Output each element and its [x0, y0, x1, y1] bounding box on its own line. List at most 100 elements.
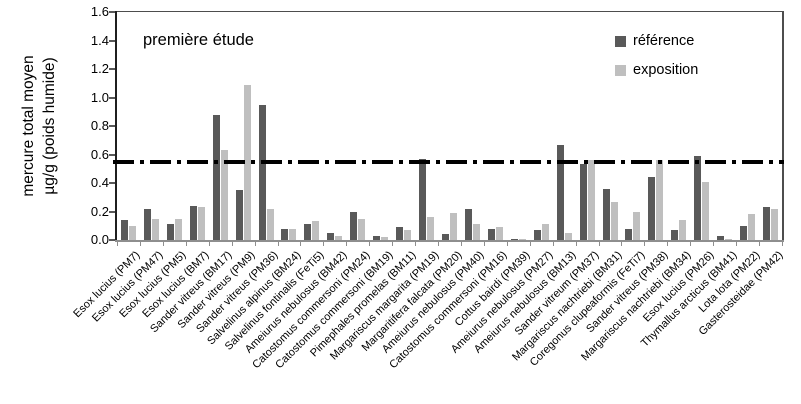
x-tick-mark	[529, 242, 531, 246]
y-axis-title: mercure total moyen µg/g (poids humide)	[19, 55, 61, 196]
bar-reference	[212, 114, 220, 240]
bar-exposition	[541, 224, 549, 240]
x-tick-mark	[185, 242, 187, 246]
bar-exposition	[748, 214, 756, 240]
y-axis-title-line2: µg/g (poids humide)	[41, 57, 58, 195]
exposition-series-swatch-icon	[615, 65, 626, 77]
bar-reference	[579, 164, 587, 240]
bar-exposition	[518, 238, 526, 240]
bar-exposition	[197, 207, 205, 240]
plot-border-right	[782, 11, 784, 240]
x-tick-mark	[690, 242, 692, 246]
x-tick-mark	[415, 242, 417, 246]
bar-exposition	[174, 218, 182, 240]
y-tick-label: 0.4	[90, 175, 109, 190]
x-tick-mark	[438, 242, 440, 246]
y-tick-label: 0.0	[90, 232, 109, 247]
bar-exposition	[771, 208, 779, 240]
x-tick-mark	[139, 242, 141, 246]
y-tick-mark	[109, 153, 115, 156]
bar-exposition	[450, 212, 457, 240]
bar-reference	[327, 232, 335, 240]
y-tick-mark	[109, 96, 115, 99]
bar-exposition	[266, 208, 274, 240]
bar-exposition	[495, 227, 503, 240]
bar-reference	[625, 228, 633, 240]
y-tick-label: 1.6	[90, 4, 109, 19]
x-tick-mark	[483, 242, 485, 246]
y-tick-label: 1.4	[90, 32, 109, 48]
bar-reference	[120, 220, 128, 240]
bar-reference	[442, 234, 449, 240]
legend-label-exposition: exposition	[633, 61, 699, 78]
y-tick-mark	[109, 239, 115, 241]
x-tick-mark	[323, 242, 325, 246]
x-tick-mark	[736, 242, 738, 246]
x-tick-mark	[231, 242, 233, 246]
legend-item-exposition: exposition	[615, 61, 699, 79]
bar-exposition	[381, 237, 389, 240]
bar-reference	[235, 190, 243, 240]
x-tick-mark	[117, 242, 118, 246]
bar-reference	[556, 144, 564, 240]
bar-reference	[717, 235, 725, 240]
bar-reference	[533, 230, 541, 240]
bar-exposition	[587, 160, 595, 240]
y-tick-mark	[109, 210, 115, 213]
bar-reference	[258, 104, 266, 240]
bar-reference	[763, 207, 771, 240]
reference-threshold-line	[113, 159, 784, 164]
bar-exposition	[128, 225, 136, 240]
bar-reference	[671, 230, 679, 240]
x-tick-mark	[460, 242, 462, 246]
y-tick-label: 0.2	[90, 203, 109, 219]
x-tick-mark	[667, 242, 669, 246]
y-tick-mark	[109, 11, 115, 13]
x-tick-mark	[713, 242, 715, 246]
y-tick-mark	[109, 68, 115, 70]
x-tick-mark	[254, 242, 256, 246]
y-tick-label: 0.8	[90, 118, 109, 133]
bar-reference	[143, 208, 151, 240]
y-tick-mark	[109, 182, 115, 184]
bar-reference	[373, 235, 381, 240]
x-axis-line	[115, 240, 784, 242]
legend: référence exposition	[615, 33, 699, 92]
bar-reference	[419, 158, 427, 240]
y-tick-label: 1.2	[90, 61, 109, 76]
bar-exposition	[472, 224, 480, 240]
bar-exposition	[404, 230, 412, 240]
bar-reference	[487, 228, 495, 240]
bar-exposition	[427, 217, 435, 240]
bar-reference	[189, 205, 197, 240]
bar-reference	[602, 188, 610, 240]
y-tick-mark	[109, 125, 115, 127]
x-tick-mark	[392, 242, 394, 246]
bar-reference	[281, 228, 289, 240]
x-tick-mark	[506, 242, 508, 246]
x-tick-mark	[277, 242, 279, 246]
bar-reference	[510, 238, 518, 240]
y-tick-label: 0.6	[90, 146, 109, 162]
x-tick-mark	[759, 242, 761, 246]
bar-exposition	[679, 220, 687, 240]
bar-reference	[166, 224, 174, 240]
bar-exposition	[220, 150, 228, 240]
bar-reference	[740, 225, 748, 240]
bar-exposition	[335, 235, 343, 240]
y-axis-title-line1: mercure total moyen	[20, 55, 38, 197]
x-tick-mark	[208, 242, 210, 246]
bar-exposition	[656, 160, 664, 240]
bar-exposition	[702, 181, 710, 240]
x-tick-mark	[644, 242, 646, 246]
bar-exposition	[289, 228, 297, 240]
bar-exposition	[312, 221, 320, 240]
y-axis-line	[115, 11, 117, 240]
bar-reference	[396, 227, 404, 240]
y-tick-mark	[109, 39, 115, 42]
x-tick-mark	[621, 242, 623, 246]
reference-series-swatch-icon	[615, 36, 626, 48]
x-tick-mark	[598, 242, 600, 246]
bar-exposition	[151, 218, 159, 240]
